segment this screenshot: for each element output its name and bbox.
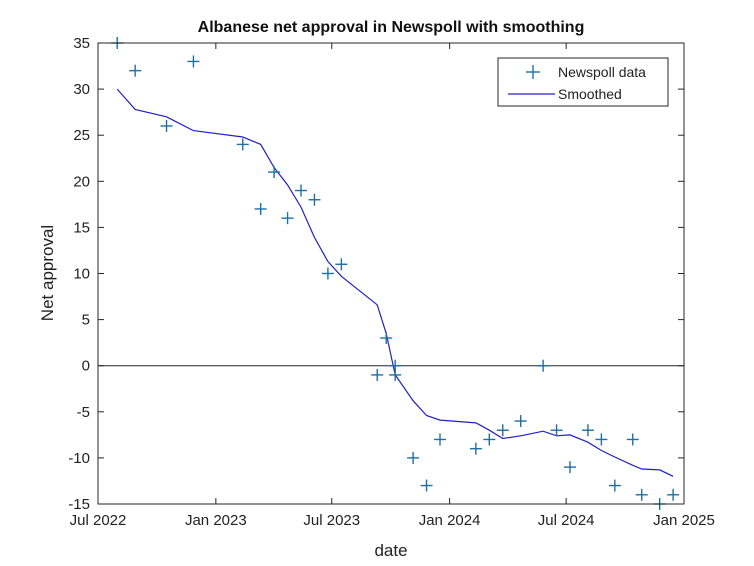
data-point-marker — [295, 184, 308, 197]
y-axis-ticks: -15 -10 -5 0 5 10 15 20 25 30 35 — [68, 35, 684, 513]
data-point-marker — [469, 442, 482, 455]
data-point-marker — [420, 479, 433, 492]
x-tick-label: Jan 2023 — [185, 512, 247, 529]
data-point-marker — [595, 433, 608, 446]
y-tick-label: 0 — [82, 358, 90, 375]
data-point-marker — [308, 193, 321, 206]
legend-marker-plus — [526, 65, 540, 79]
data-point-marker — [537, 359, 550, 372]
x-axis-label: date — [374, 541, 407, 560]
data-point-marker — [626, 433, 639, 446]
y-tick-label: 35 — [73, 35, 90, 52]
plot-area — [98, 43, 684, 504]
legend-label-newspoll: Newspoll data — [558, 64, 646, 80]
data-point-marker — [321, 267, 334, 280]
data-point-marker — [389, 359, 402, 372]
data-point-marker — [160, 119, 173, 132]
x-tick-label: Jan 2024 — [419, 512, 481, 529]
y-tick-label: 20 — [73, 173, 90, 190]
data-point-marker — [335, 258, 348, 271]
data-point-marker — [407, 451, 420, 464]
newspoll-data-markers — [111, 37, 680, 510]
data-point-marker — [380, 332, 393, 345]
data-point-marker — [514, 415, 527, 428]
data-point-marker — [581, 424, 594, 437]
data-point-marker — [550, 424, 563, 437]
y-tick-label: -10 — [68, 450, 90, 467]
y-tick-label: 25 — [73, 127, 90, 144]
data-point-marker — [564, 461, 577, 474]
y-axis-label: Net approval — [38, 225, 57, 321]
x-tick-label: Jul 2024 — [538, 512, 595, 529]
legend-box — [497, 57, 669, 107]
data-point-marker — [483, 433, 496, 446]
data-point-marker — [236, 138, 249, 151]
data-point-marker — [187, 55, 200, 68]
legend: Newspoll data Smoothed — [497, 57, 669, 107]
y-tick-label: 10 — [73, 266, 90, 283]
data-point-marker — [433, 433, 446, 446]
y-tick-label: 30 — [73, 81, 90, 98]
data-point-marker — [371, 368, 384, 381]
y-tick-label: -15 — [68, 496, 90, 513]
x-tick-label: Jul 2023 — [303, 512, 360, 529]
data-point-marker — [635, 488, 648, 501]
data-point-marker — [268, 166, 281, 179]
data-point-marker — [254, 202, 267, 215]
chart-title: Albanese net approval in Newspoll with s… — [198, 19, 585, 36]
smoothed-line — [116, 88, 674, 477]
data-point-marker — [667, 488, 680, 501]
y-tick-label: -5 — [77, 404, 90, 421]
data-point-marker — [281, 212, 294, 225]
y-tick-label: 15 — [73, 219, 90, 236]
x-tick-label: Jul 2022 — [70, 512, 127, 529]
data-point-marker — [496, 424, 509, 437]
data-point-marker — [608, 479, 621, 492]
plot-frame — [97, 42, 685, 505]
data-point-marker — [129, 64, 142, 77]
legend-label-smoothed: Smoothed — [558, 86, 622, 102]
y-tick-label: 5 — [82, 312, 90, 329]
x-tick-label: Jan 2025 — [653, 512, 715, 529]
